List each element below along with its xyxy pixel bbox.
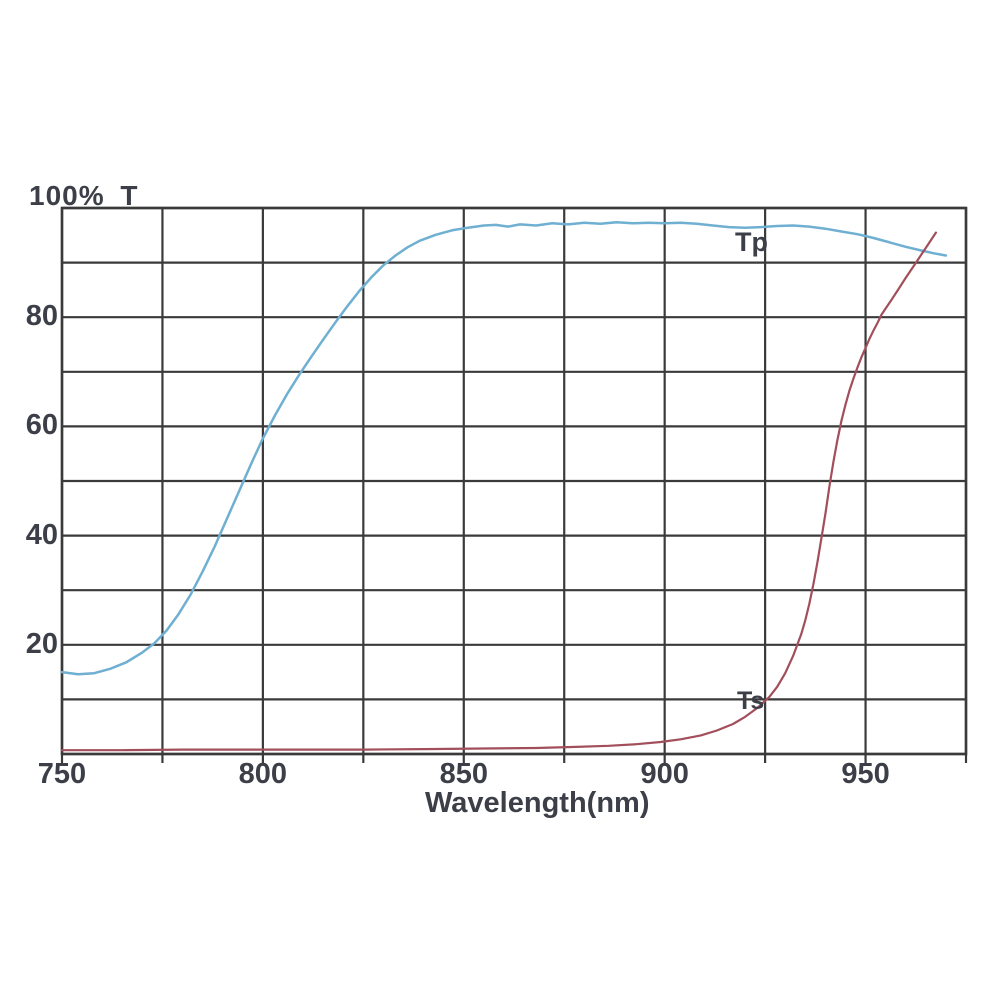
y-tick-label: 40 <box>25 518 58 551</box>
x-tick-label: 800 <box>238 758 288 790</box>
y-tick-label: 60 <box>25 409 58 442</box>
ts-curve <box>60 231 937 752</box>
x-tick-label: 850 <box>439 758 488 790</box>
x-tick-label: 950 <box>841 758 890 790</box>
curve-label-ts: Ts <box>737 687 765 715</box>
x-axis-title: Wavelength(nm) <box>425 787 650 819</box>
y-tick-label: 20 <box>25 627 58 660</box>
plot-frame <box>60 206 968 756</box>
y-tick-label: 80 <box>25 300 58 333</box>
x-tick-label: 900 <box>640 758 689 790</box>
tp-curve <box>60 220 948 676</box>
x-tick-label: 750 <box>37 758 87 790</box>
y-axis-title: 100% T <box>29 180 139 211</box>
curve-label-tp: Tp <box>735 227 768 257</box>
